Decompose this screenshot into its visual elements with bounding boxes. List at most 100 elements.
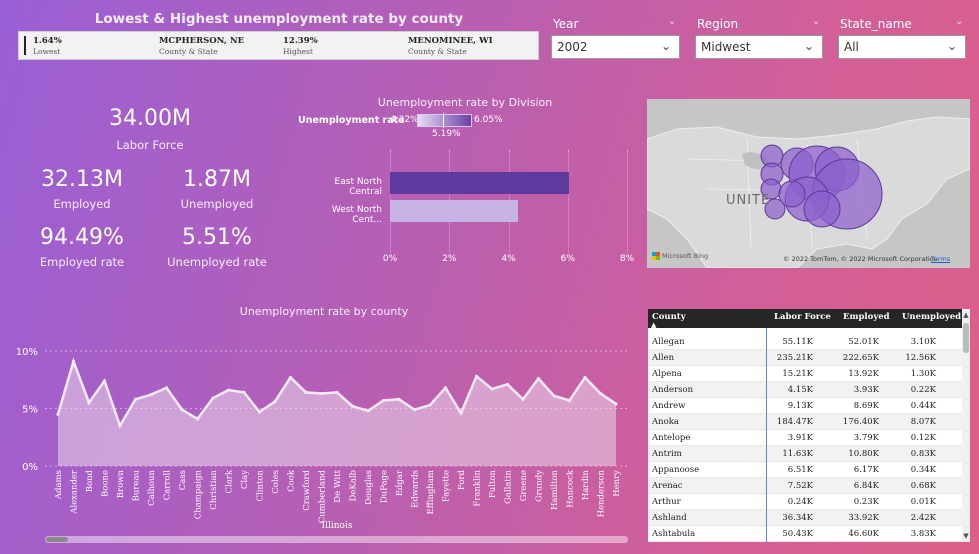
data-point[interactable]: [598, 391, 603, 396]
horizontal-scrollbar[interactable]: [45, 536, 628, 543]
data-point[interactable]: [133, 397, 138, 401]
data-point[interactable]: [614, 402, 618, 406]
division-bar[interactable]: [390, 172, 570, 194]
data-point[interactable]: [319, 391, 324, 396]
map-terms-link[interactable]: Terms: [931, 255, 951, 263]
table-row[interactable]: Anoka 184.47K 176.40K 8.07K: [648, 414, 962, 430]
table-cell: 13.92K: [848, 369, 879, 379]
table-row[interactable]: Antelope 3.91K 3.79K 0.12K: [648, 430, 962, 446]
data-point[interactable]: [350, 404, 355, 408]
table-row[interactable]: Ashtabula 50.43K 46.60K 3.83K: [648, 526, 962, 542]
col-labor-force[interactable]: Labor Force: [774, 312, 831, 322]
col-employed[interactable]: Employed: [843, 312, 890, 322]
data-point[interactable]: [87, 401, 91, 405]
bubble-markers[interactable]: [760, 144, 883, 230]
table-row[interactable]: Arthur 0.24K 0.23K 0.01K: [648, 494, 962, 510]
data-point[interactable]: [521, 397, 525, 401]
x-axis-label: Illinois: [322, 521, 353, 531]
table-cell: Appanoose: [652, 465, 700, 475]
lowest-highest-card: 1.64% Lowest MCPHERSON, NE County & Stat…: [18, 31, 539, 60]
year-chevron-icon[interactable]: ⌄: [668, 16, 677, 27]
x-tick-label: Fayette: [442, 470, 452, 502]
table-cell: 3.83K: [910, 529, 936, 539]
table-cell: 33.92K: [848, 513, 879, 523]
scrollbar-thumb[interactable]: [46, 537, 68, 542]
sort-asc-icon[interactable]: ▲: [651, 320, 657, 329]
data-point[interactable]: [381, 398, 386, 403]
data-point[interactable]: [180, 408, 184, 412]
table-cell: Anderson: [652, 385, 694, 395]
data-point[interactable]: [195, 417, 200, 421]
x-tick-label: Cook: [287, 469, 297, 492]
data-point[interactable]: [102, 379, 107, 383]
data-point[interactable]: [257, 410, 262, 414]
data-point[interactable]: [288, 375, 293, 380]
data-point[interactable]: [366, 409, 370, 413]
data-point[interactable]: [273, 400, 277, 404]
data-point[interactable]: [459, 411, 463, 415]
data-point[interactable]: [149, 393, 153, 397]
data-point[interactable]: [474, 374, 479, 378]
state-dropdown[interactable]: All ⌄: [838, 35, 966, 59]
year-dropdown[interactable]: 2002 ⌄: [551, 35, 680, 59]
table-cell: 0.44K: [910, 401, 936, 411]
data-point[interactable]: [567, 398, 572, 403]
data-point[interactable]: [242, 390, 246, 394]
x-tick-label: Adams: [54, 470, 64, 500]
scroll-up-icon[interactable]: ▲: [963, 311, 969, 319]
data-point[interactable]: [71, 359, 76, 363]
data-point[interactable]: [536, 377, 541, 381]
x-tick-label: Boone: [101, 470, 111, 497]
data-point[interactable]: [583, 375, 587, 380]
table-scrollbar[interactable]: ▲ ▼: [962, 309, 970, 542]
state-chevron-icon[interactable]: ⌄: [955, 16, 964, 27]
table-row[interactable]: Allen 235.21K 222.65K 12.56K: [648, 350, 962, 366]
x-tick-label: Franklin: [473, 469, 483, 506]
area-fill: [58, 361, 616, 466]
data-point[interactable]: [490, 387, 494, 391]
lowest-rate: 1.64% Lowest: [33, 36, 62, 56]
division-bar[interactable]: [390, 200, 518, 222]
region-chevron-icon[interactable]: ⌄: [812, 16, 821, 27]
highest-county-label: County & State: [408, 47, 467, 56]
table-row[interactable]: Appanoose 6.51K 6.17K 0.34K: [648, 462, 962, 478]
chevron-down-icon: ⌄: [946, 39, 957, 53]
table-cell: Allegan: [652, 337, 685, 347]
table-row[interactable]: Allegan 55.11K 52.01K 3.10K: [648, 334, 962, 350]
data-point[interactable]: [412, 408, 417, 412]
table-cell: 0.68K: [910, 481, 936, 491]
table-row[interactable]: Antrim 11.63K 10.80K 0.83K: [648, 446, 962, 462]
region-dropdown[interactable]: Midwest ⌄: [695, 35, 823, 59]
table-row[interactable]: Alpena 15.21K 13.92K 1.30K: [648, 366, 962, 382]
table-cell: Anoka: [652, 417, 679, 427]
lowest-rate-value: 1.64%: [33, 36, 62, 46]
data-point[interactable]: [164, 386, 169, 390]
county-chart-title: Unemployment rate by county: [239, 305, 409, 318]
scroll-thumb[interactable]: [963, 323, 969, 353]
data-point[interactable]: [335, 390, 339, 394]
report-title: Lowest & Highest unemployment rate by co…: [94, 11, 464, 27]
col-county[interactable]: County: [652, 312, 686, 322]
table-row[interactable]: Andrew 9.13K 8.69K 0.44K: [648, 398, 962, 414]
data-point[interactable]: [552, 394, 556, 398]
data-point[interactable]: [304, 390, 308, 394]
data-point[interactable]: [443, 386, 448, 390]
data-point[interactable]: [226, 388, 231, 392]
data-point[interactable]: [397, 397, 401, 401]
scroll-down-icon[interactable]: ▼: [963, 532, 969, 540]
table-cell: Ashland: [652, 513, 687, 523]
table-cell: 6.84K: [853, 481, 879, 491]
table-row[interactable]: Anderson 4.15K 3.93K 0.22K: [648, 382, 962, 398]
county-table[interactable]: County ▲ Labor Force Employed Unemployed…: [648, 309, 970, 542]
county-bubble-map[interactable]: UNITE Microsoft Bing © 2022 TomTom, © 20…: [647, 99, 970, 268]
data-point[interactable]: [428, 403, 432, 407]
table-row[interactable]: Arenac 7.52K 6.84K 0.68K: [648, 478, 962, 494]
data-point[interactable]: [56, 412, 60, 416]
data-point[interactable]: [505, 382, 510, 386]
data-point[interactable]: [211, 396, 215, 400]
bing-logo-icon: [652, 252, 660, 260]
col-unemployed[interactable]: Unemployed: [902, 312, 962, 322]
table-cell: Arenac: [652, 481, 683, 491]
data-point[interactable]: [118, 424, 122, 428]
table-row[interactable]: Ashland 36.34K 33.92K 2.42K: [648, 510, 962, 526]
